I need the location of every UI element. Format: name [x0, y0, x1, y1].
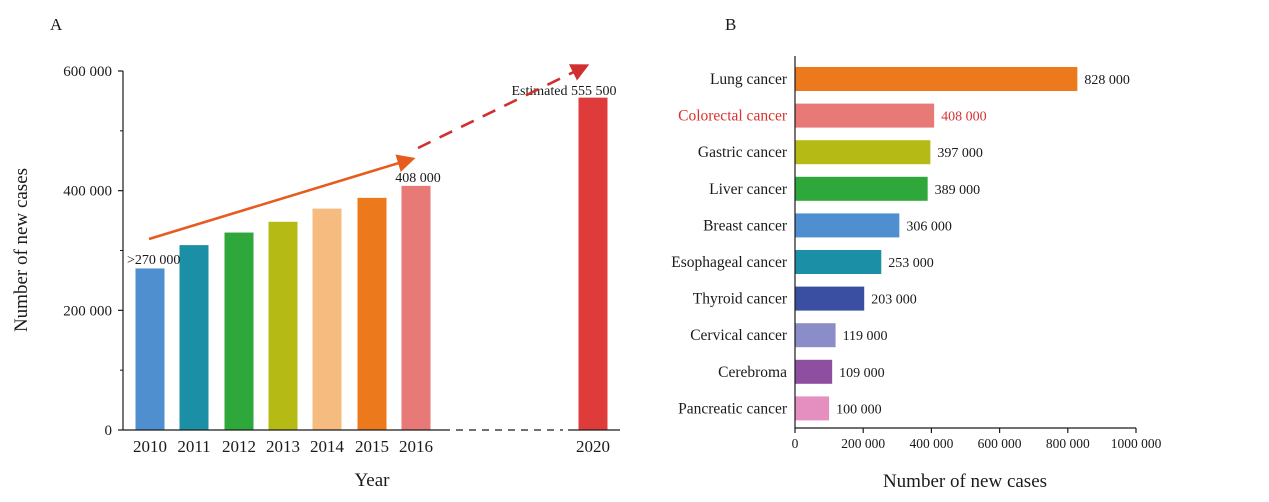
- x-tick-label: 2012: [222, 437, 256, 456]
- x-tick-label: 0: [792, 436, 799, 451]
- x-tick-label: 600 000: [978, 436, 1022, 451]
- hbar-liver-cancer: [795, 176, 928, 201]
- value-label: 389 000: [935, 183, 981, 198]
- bar-2014: [312, 208, 342, 430]
- category-label: Gastric cancer: [698, 144, 788, 161]
- chart-b: B Lung cancer Colorectal cancer Gastric ca…: [671, 15, 1161, 492]
- bar-2015: [357, 197, 387, 430]
- hbar-gastric-cancer: [795, 140, 931, 165]
- value-label: 306 000: [906, 219, 952, 234]
- y-tick-label: 400 000: [63, 184, 112, 200]
- x-tick-label: 2010: [133, 437, 167, 456]
- chart-a-bars: [135, 97, 608, 431]
- category-label: Breast cancer: [703, 217, 788, 234]
- x-tick-label: 2014: [310, 437, 345, 456]
- data-label-2016: 408 000: [395, 171, 441, 186]
- x-tick-label: 1000 000: [1111, 436, 1162, 451]
- chart-a-x-ticks: 2010 2011 2012 2013 2014 2015 2016 2020: [133, 437, 610, 456]
- hbar-cervical-cancer: [795, 323, 836, 348]
- chart-a-panel-label: A: [50, 15, 63, 34]
- category-label: Liver cancer: [709, 181, 788, 198]
- chart-b-x-axis-title: Number of new cases: [883, 471, 1047, 492]
- category-label: Colorectal cancer: [678, 108, 788, 125]
- chart-b-value-labels: 828 000 408 000 397 000 389 000 306 000 253 0…: [836, 73, 1130, 417]
- x-tick-label: 800 000: [1046, 436, 1090, 451]
- chart-b-category-labels: Lung cancer Colorectal cancer Gastric canc…: [671, 71, 788, 417]
- hbar-cerebroma: [795, 359, 833, 384]
- category-label: Lung cancer: [710, 71, 788, 88]
- x-tick-label: 2020: [576, 437, 610, 456]
- value-label: 408 000: [941, 110, 987, 125]
- value-label: 100 000: [836, 402, 882, 417]
- chart-a-x-axis-title: Year: [354, 470, 390, 491]
- value-label: 119 000: [843, 329, 888, 344]
- hbar-thyroid-cancer: [795, 286, 865, 311]
- bar-2010: [135, 268, 165, 430]
- chart-b-bars: [795, 67, 1078, 421]
- chart-a-y-ticks: 0 200 000 400 000 600 000: [63, 64, 123, 439]
- value-label: 253 000: [888, 256, 934, 271]
- category-label: Pancreatic cancer: [678, 400, 788, 417]
- hbar-lung-cancer: [795, 67, 1078, 91]
- bar-2011: [179, 245, 209, 430]
- hbar-colorectal-cancer: [795, 103, 935, 128]
- chart-b-panel-label: B: [725, 15, 736, 34]
- projection-arrow: [417, 64, 590, 150]
- bar-2012: [224, 232, 254, 430]
- x-tick-label: 200 000: [841, 436, 885, 451]
- trend-arrow: [148, 154, 416, 241]
- hbar-pancreatic-cancer: [795, 396, 830, 421]
- x-tick-label: 2016: [399, 437, 433, 456]
- value-label: 397 000: [937, 146, 983, 161]
- category-label: Esophageal cancer: [671, 254, 788, 271]
- hbar-esophageal-cancer: [795, 250, 882, 274]
- x-tick-label: 2013: [266, 437, 300, 456]
- x-tick-label: 2015: [355, 437, 389, 456]
- chart-a-data-labels: >270 000 408 000 Estimated 555 500: [127, 84, 617, 268]
- chart-b-x-ticks: 0 200 000 400 000 600 000 800 000 1000 000: [792, 428, 1162, 451]
- data-label-2020: Estimated 555 500: [512, 84, 617, 99]
- data-label-2010: >270 000: [127, 253, 180, 268]
- value-label: 203 000: [871, 293, 917, 308]
- category-label: Thyroid cancer: [693, 291, 788, 308]
- value-label: 828 000: [1084, 73, 1130, 88]
- x-tick-label: 400 000: [909, 436, 953, 451]
- value-label: 109 000: [839, 366, 885, 381]
- y-tick-label: 600 000: [63, 64, 112, 80]
- bar-2013: [268, 221, 298, 430]
- y-tick-label: 0: [105, 423, 113, 439]
- category-label: Cerebroma: [718, 364, 787, 381]
- hbar-breast-cancer: [795, 213, 900, 238]
- bar-2016: [401, 185, 431, 430]
- bar-2020: [578, 97, 608, 431]
- x-tick-label: 2011: [177, 437, 210, 456]
- category-label: Cervical cancer: [690, 327, 788, 344]
- y-tick-label: 200 000: [63, 303, 112, 319]
- chart-a-y-axis-title: Number of new cases: [11, 168, 32, 332]
